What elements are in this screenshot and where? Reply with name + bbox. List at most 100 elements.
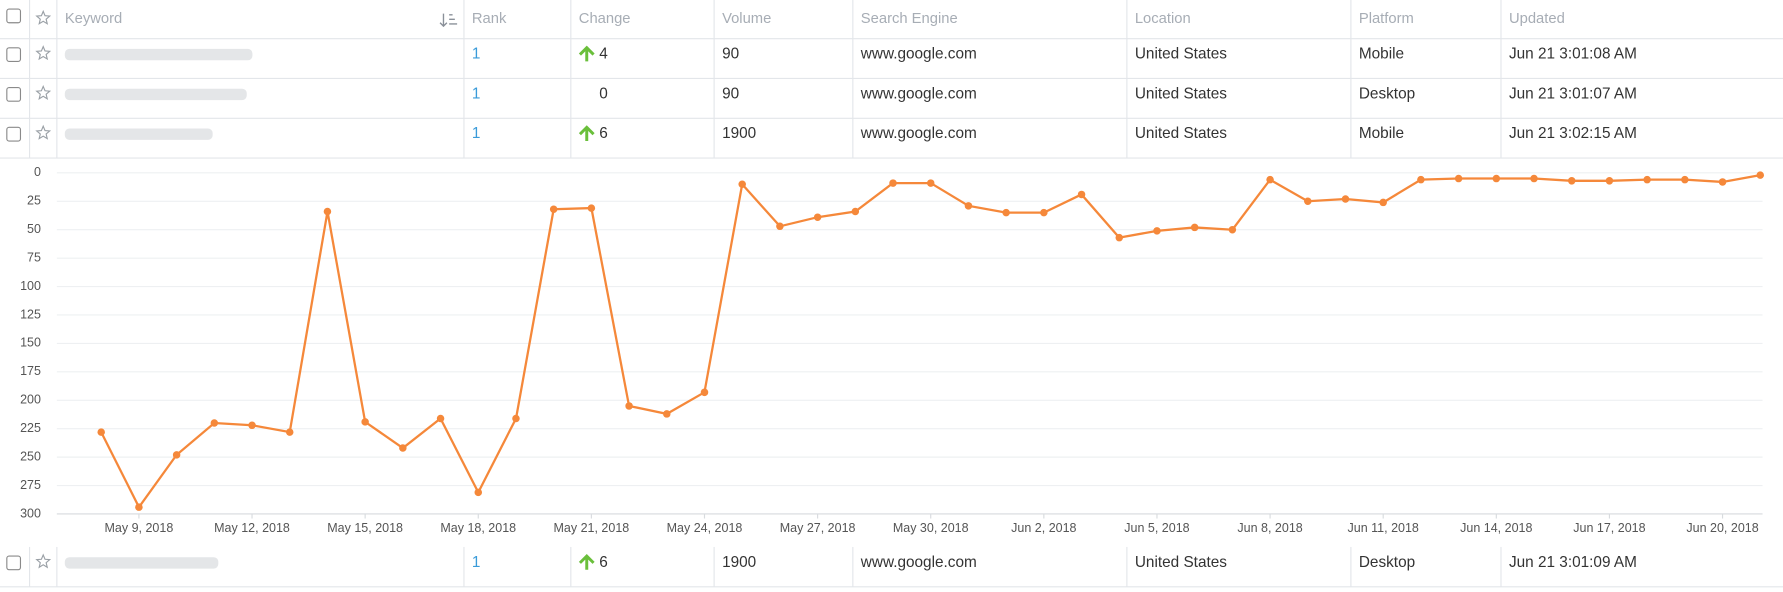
checkbox[interactable] bbox=[6, 555, 22, 571]
blurred-keyword bbox=[64, 128, 213, 140]
cell-text: Desktop bbox=[1359, 554, 1415, 571]
y-tick-label: 200 bbox=[20, 393, 41, 407]
rank-point bbox=[813, 213, 822, 221]
checkbox[interactable] bbox=[6, 86, 22, 102]
cell-text: 6 bbox=[599, 554, 608, 571]
column-header[interactable]: Updated bbox=[1509, 11, 1565, 27]
rank-point bbox=[248, 421, 256, 430]
column-header[interactable]: Change bbox=[579, 11, 631, 27]
rank-point bbox=[926, 179, 935, 187]
rank-point bbox=[1115, 233, 1124, 242]
rank-point bbox=[625, 402, 633, 410]
y-tick-label: 275 bbox=[20, 478, 41, 492]
blurred-keyword bbox=[64, 557, 219, 569]
cell-text: 4 bbox=[599, 46, 608, 63]
checkbox[interactable] bbox=[6, 8, 22, 24]
rank-link[interactable]: 1 bbox=[472, 46, 481, 63]
cell-text: Jun 21 3:02:15 AM bbox=[1509, 125, 1637, 142]
star-button[interactable] bbox=[35, 124, 52, 140]
cell-text: 90 bbox=[722, 46, 739, 63]
rank-point bbox=[323, 207, 332, 216]
column-header[interactable]: Volume bbox=[722, 11, 771, 27]
star-button[interactable] bbox=[35, 84, 52, 100]
rank-point bbox=[1530, 174, 1538, 183]
cell-text: 6 bbox=[599, 125, 608, 142]
rank-point bbox=[474, 488, 483, 497]
rank-point bbox=[285, 428, 294, 436]
rank-point bbox=[1077, 190, 1086, 199]
x-tick-label: May 21, 2018 bbox=[554, 521, 630, 535]
x-tick-label: Jun 20, 2018 bbox=[1686, 521, 1758, 535]
cell-text: United States bbox=[1135, 85, 1227, 102]
cell-text: 1900 bbox=[722, 125, 756, 142]
cell-text: www.google.com bbox=[860, 125, 977, 142]
x-tick-label: May 27, 2018 bbox=[780, 521, 856, 535]
rank-point bbox=[1304, 197, 1312, 206]
rank-link[interactable]: 1 bbox=[472, 554, 481, 571]
cell-text: www.google.com bbox=[860, 46, 977, 63]
x-tick-label: May 9, 2018 bbox=[105, 521, 174, 535]
star-button[interactable] bbox=[35, 553, 52, 569]
x-tick-label: Jun 14, 2018 bbox=[1460, 521, 1532, 535]
trend-up-arrow bbox=[578, 45, 595, 62]
y-tick-label: 150 bbox=[20, 336, 41, 350]
rank-point bbox=[1605, 177, 1614, 185]
column-header[interactable]: Location bbox=[1135, 11, 1191, 27]
trend-up-arrow bbox=[578, 553, 595, 570]
cell-text: www.google.com bbox=[860, 85, 977, 102]
rank-point bbox=[97, 428, 105, 436]
rank-link[interactable]: 1 bbox=[472, 125, 481, 142]
blurred-keyword bbox=[64, 88, 247, 101]
y-tick-label: 75 bbox=[27, 250, 41, 264]
rank-point bbox=[1266, 175, 1274, 184]
rank-point bbox=[1643, 175, 1651, 184]
sort-icon[interactable] bbox=[439, 13, 458, 28]
rank-point bbox=[587, 204, 596, 212]
cell-text: United States bbox=[1135, 46, 1227, 63]
x-tick-label: May 15, 2018 bbox=[327, 521, 403, 535]
cell-text: Mobile bbox=[1359, 125, 1404, 142]
cell-text: United States bbox=[1135, 125, 1227, 142]
rank-point bbox=[399, 444, 407, 452]
x-tick-label: Jun 5, 2018 bbox=[1124, 521, 1189, 535]
blurred-keyword bbox=[64, 48, 253, 61]
x-tick-label: Jun 17, 2018 bbox=[1573, 521, 1645, 535]
rank-point bbox=[663, 410, 671, 418]
rank-point bbox=[1492, 174, 1501, 183]
rank-link[interactable]: 1 bbox=[472, 85, 481, 102]
y-tick-label: 300 bbox=[20, 506, 41, 520]
rank-point bbox=[889, 179, 897, 187]
rank-point bbox=[1567, 177, 1576, 185]
x-tick-label: May 12, 2018 bbox=[214, 521, 290, 535]
cell-text: Jun 21 3:01:08 AM bbox=[1509, 46, 1637, 63]
rank-point bbox=[1002, 208, 1010, 217]
rank-point bbox=[135, 503, 143, 511]
rank-point bbox=[1190, 223, 1199, 232]
cell-text: 0 bbox=[599, 85, 608, 102]
rank-point bbox=[436, 414, 445, 423]
rank-point bbox=[512, 414, 520, 423]
star-button[interactable] bbox=[35, 9, 52, 25]
rank-point bbox=[210, 419, 219, 427]
rank-point bbox=[964, 202, 973, 210]
rank-point bbox=[1454, 174, 1463, 183]
cell-text: 90 bbox=[722, 85, 739, 102]
x-tick-label: May 30, 2018 bbox=[893, 521, 969, 535]
star-button[interactable] bbox=[35, 45, 52, 61]
checkbox[interactable] bbox=[6, 126, 22, 142]
y-tick-label: 175 bbox=[20, 364, 41, 378]
column-header[interactable]: Platform bbox=[1359, 11, 1414, 27]
cell-text: 1900 bbox=[722, 554, 756, 571]
rank-point bbox=[851, 207, 860, 216]
checkbox[interactable] bbox=[6, 47, 22, 62]
rank-point bbox=[1341, 195, 1350, 203]
column-header[interactable]: Search Engine bbox=[861, 11, 958, 27]
rank-point bbox=[549, 205, 558, 213]
rank-point bbox=[1718, 178, 1727, 186]
rank-point bbox=[1756, 171, 1765, 179]
column-header[interactable]: Keyword bbox=[65, 11, 122, 27]
cell-text: www.google.com bbox=[860, 554, 977, 571]
column-header[interactable]: Rank bbox=[472, 11, 507, 27]
